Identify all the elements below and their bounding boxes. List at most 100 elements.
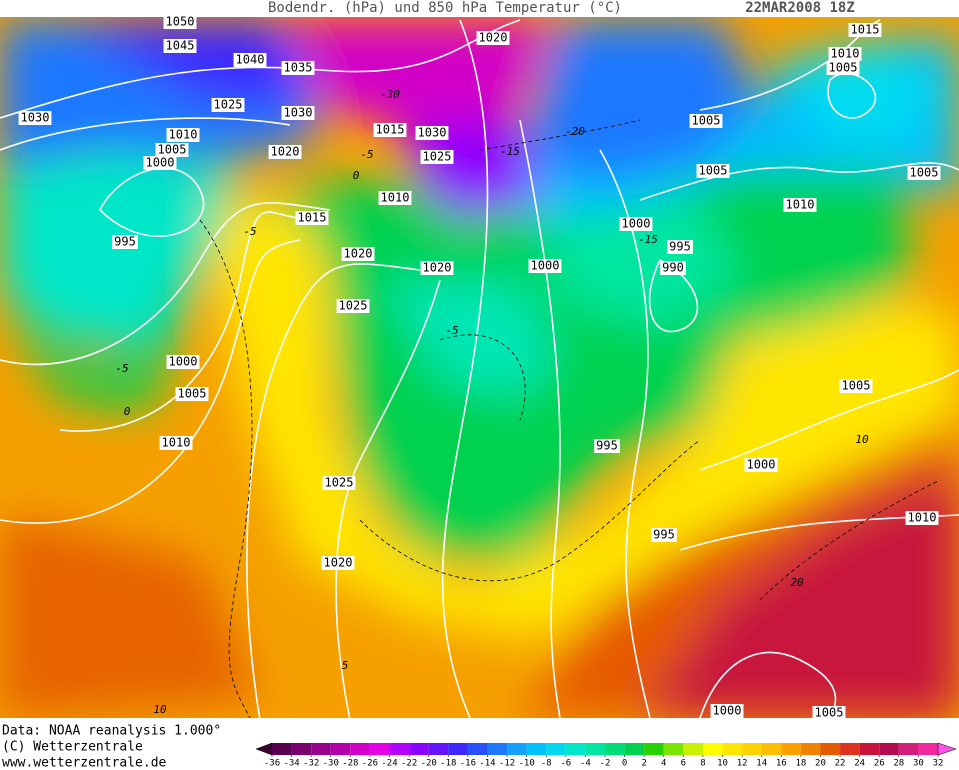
isotherm-label: -5: [445, 324, 458, 337]
isobar-label: 1010: [783, 198, 817, 212]
colorbar-tick-label: 12: [737, 759, 748, 769]
colorbar-segment: [742, 743, 762, 755]
isobar-label-text: 1005: [910, 166, 939, 180]
isobar-label-text: 995: [114, 235, 136, 249]
isobar-label-text: 1025: [325, 476, 354, 490]
isobar-label-box: [420, 150, 454, 164]
colorbar-segment: [311, 743, 331, 755]
isobar-label-box: [619, 217, 653, 231]
isobar-label-text: 990: [662, 261, 684, 275]
isotherm-label: -5: [243, 225, 256, 238]
isobar-label-box: [281, 61, 315, 75]
isobar-label-text: 995: [669, 240, 691, 254]
isobar-label-box: [18, 111, 52, 125]
isobar-label-text: 1025: [339, 299, 368, 313]
colorbar-segment: [487, 743, 508, 755]
colorbar-tick-label: -34: [283, 759, 299, 769]
isobar-label-text: 1000: [146, 156, 175, 170]
isobar-label-box: [744, 458, 778, 472]
isobar-label-box: [163, 39, 197, 53]
colorbar-segment: [879, 743, 899, 755]
isobar-label-text: 1010: [786, 198, 815, 212]
colorbar-tick-label: -24: [381, 759, 397, 769]
isobar-label: 1020: [341, 247, 375, 261]
isobar-label: 1010: [166, 128, 200, 142]
isotherm-label: -30: [380, 88, 400, 101]
colorbar-tick-label: 14: [756, 759, 767, 769]
isobar-label: 1005: [812, 706, 846, 720]
isobar-label-box: [710, 704, 744, 718]
isobar-label-box: [166, 355, 200, 369]
isobar-label-text: 1020: [324, 556, 353, 570]
colorbar-tick-label: -4: [580, 759, 591, 769]
colorbar-tick-label: -18: [440, 759, 456, 769]
isobar-label-box: [163, 15, 197, 29]
isobar-label-box: [696, 164, 730, 178]
colorbar-segment: [409, 743, 429, 755]
colorbar-segment: [585, 743, 605, 755]
isobar-label: 1000: [166, 355, 200, 369]
isobar-label: 1000: [528, 259, 562, 273]
colorbar-segment: [898, 743, 919, 755]
isobar-label-text: 1020: [271, 145, 300, 159]
isobar-label-text: 1010: [162, 436, 191, 450]
colorbar-segment: [350, 743, 370, 755]
colorbar-tick-label: -10: [519, 759, 535, 769]
isobar-label-box: [415, 126, 449, 140]
isobar-label: 1040: [233, 53, 267, 67]
isotherm-label: 0: [353, 169, 360, 182]
isobar-label-text: 1030: [418, 126, 447, 140]
isobar-label-text: 1025: [214, 98, 243, 112]
isobar-label-text: 1010: [169, 128, 198, 142]
isobar-label-text: 1010: [381, 191, 410, 205]
isobar-label: 1020: [476, 31, 510, 45]
colorbar-segment: [624, 743, 645, 755]
isobar-label: 1015: [295, 211, 329, 225]
isobar-label-box: [211, 98, 245, 112]
isobar-label-box: [667, 240, 693, 254]
isobar-label-text: 1010: [831, 47, 860, 61]
isobar-label-text: 1050: [166, 15, 195, 29]
colorbar-tick-label: -36: [264, 759, 280, 769]
map-title: Bodendr. (hPa) und 850 hPa Temperatur (°…: [268, 0, 622, 16]
isobar-label: 1005: [696, 164, 730, 178]
isobar-label: 1025: [336, 299, 370, 313]
colorbar-segment: [605, 743, 625, 755]
isobar-label-box: [839, 379, 873, 393]
colorbar-tick-label: 8: [700, 759, 705, 769]
colorbar: -36 -34 -32 -30 -28 -26 -24 -22 -20 -18 -16 -14 -12-…: [255, 742, 957, 769]
isobar-label: 1000: [143, 156, 177, 170]
isobar-label-box: [689, 114, 723, 128]
isobar-label: 1025: [420, 150, 454, 164]
isobar-label-text: 1020: [344, 247, 373, 261]
isobar-label-box: [321, 556, 355, 570]
isobar-label: 1020: [321, 556, 355, 570]
isobar-label-text: 1015: [851, 23, 880, 37]
isobar-label-text: 1000: [622, 217, 651, 231]
colorbar-tick-label: 26: [874, 759, 885, 769]
isobar-label-box: [268, 145, 302, 159]
isobar-label-text: 1005: [692, 114, 721, 128]
isobar-label-box: [159, 436, 193, 450]
isotherm-label: 5: [342, 659, 349, 672]
isobar-label: 1025: [211, 98, 245, 112]
colorbar-tick-label: 10: [717, 759, 728, 769]
isobar-label: 1025: [322, 476, 356, 490]
isobar-label-text: 1030: [21, 111, 50, 125]
isobar-label: 1015: [373, 123, 407, 137]
isobar-label-text: 995: [653, 528, 675, 542]
colorbar-tick-label: -14: [479, 759, 495, 769]
isobar-label-box: [594, 439, 620, 453]
isotherm-label: 10: [153, 703, 167, 716]
footer-line: www.wetterzentrale.de: [2, 756, 167, 770]
colorbar-tick-label: 24: [854, 759, 865, 769]
isobar-label-box: [528, 259, 562, 273]
isotherm-label: 20: [790, 576, 804, 589]
colorbar-end: [937, 742, 957, 756]
isobar-label-text: 1005: [842, 379, 871, 393]
isobar-label: 1005: [826, 61, 860, 75]
isobar-label-text: 1040: [236, 53, 265, 67]
isobar-label-text: 1045: [166, 39, 195, 53]
isotherm-label: -15: [500, 145, 520, 158]
colorbar-segment: [761, 743, 782, 755]
